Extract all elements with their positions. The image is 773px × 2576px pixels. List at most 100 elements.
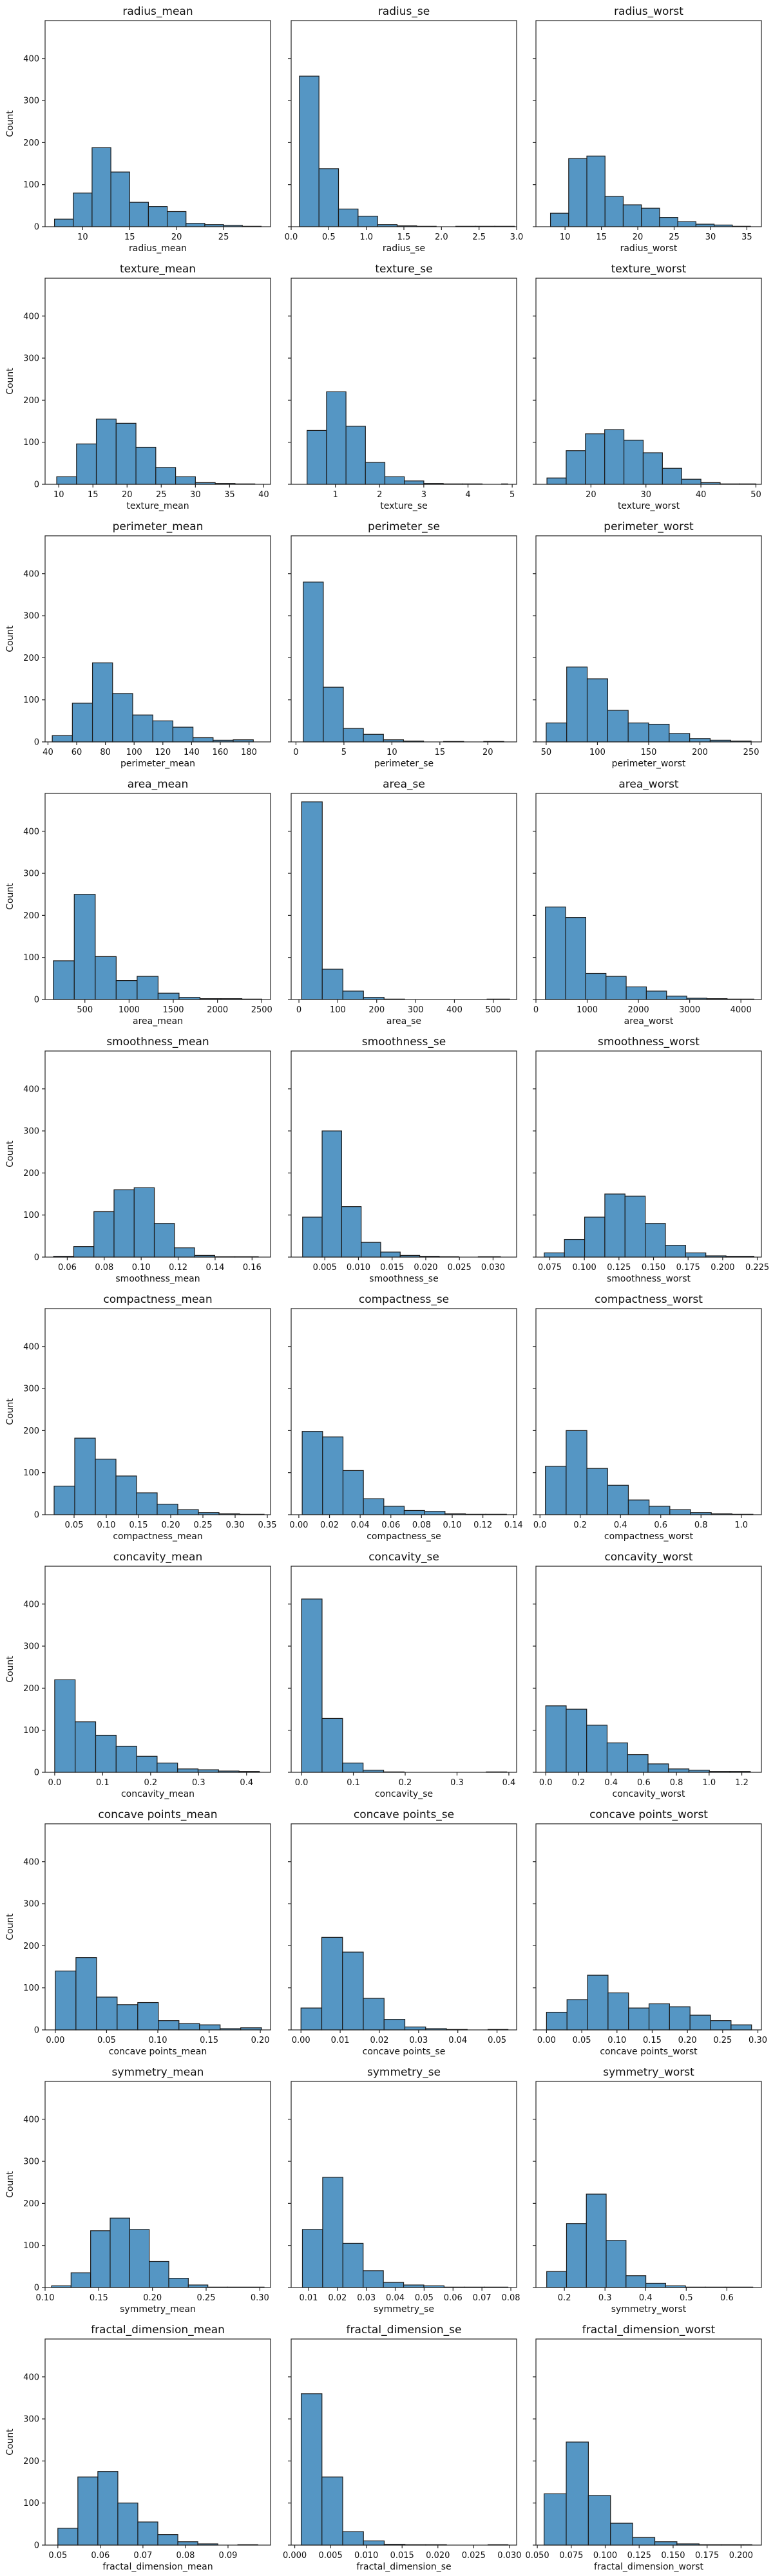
histogram-bar	[342, 1763, 364, 1773]
histogram-bar	[404, 2026, 426, 2031]
x-tick-label: 0.4	[604, 1778, 618, 1788]
x-tick-label: 20	[171, 232, 182, 242]
histogram-panel: 0.05 0.06 0.07 0.08 0.09 0 100 200 300 400 fractal…	[5, 2324, 271, 2572]
x-tick-label: 0.075	[538, 1263, 562, 1273]
histogram-bar	[321, 969, 343, 1000]
histogram-bar	[301, 1598, 323, 1773]
x-tick-label: 0.30	[749, 2036, 767, 2045]
chart-title: fractal_dimension_se	[347, 2324, 462, 2336]
x-tick-label: 2	[377, 490, 382, 500]
histogram-bar	[96, 1996, 118, 2031]
histogram-bar	[587, 2495, 611, 2546]
plot-frame	[44, 2338, 271, 2546]
histogram-bar	[546, 2271, 568, 2288]
histogram-bar	[363, 1498, 385, 1515]
x-axis-label: fractal_dimension_worst	[594, 2562, 704, 2572]
y-tick-label: 200	[23, 1942, 39, 1951]
x-tick-label: 3	[421, 490, 426, 500]
x-tick-label: 50	[541, 748, 552, 757]
y-tick-label: 300	[23, 2157, 39, 2167]
histogram-bar	[157, 1763, 178, 1773]
x-tick-label: 500	[485, 1005, 501, 1015]
x-tick-label: 3000	[679, 1005, 700, 1015]
histogram-bar	[303, 582, 324, 743]
x-tick-label: 0.20	[678, 2036, 697, 2045]
histogram-bar	[95, 1734, 117, 1773]
histogram-bar	[177, 1768, 199, 1773]
histogram-bar	[95, 419, 117, 485]
histogram-bar	[669, 733, 691, 743]
histogram-bars	[301, 2177, 509, 2288]
histogram-bar	[148, 206, 168, 227]
histogram-bar	[625, 986, 647, 1000]
histogram-bar	[55, 1970, 77, 2031]
x-tick-label: 1	[332, 490, 338, 500]
histogram-bar	[321, 2476, 343, 2546]
histogram-bar	[56, 476, 77, 485]
x-tick-label: 0.125	[627, 2551, 651, 2561]
y-tick-label: 400	[23, 1084, 39, 1094]
y-axis-label: Count	[5, 368, 15, 395]
histogram-bar	[587, 1975, 609, 2031]
x-tick-label: 100	[330, 1005, 346, 1015]
histogram-bar	[301, 1431, 323, 1515]
histogram-bar	[545, 1466, 567, 1515]
x-tick-label: 0.1	[96, 1778, 110, 1788]
y-axis-label: Count	[5, 1141, 15, 1168]
plot-frame	[291, 1823, 517, 2031]
x-tick-label: 0.005	[313, 1263, 337, 1273]
x-tick-label: 3.0	[510, 232, 524, 242]
y-tick-label: 100	[23, 1984, 39, 1993]
histogram-bar	[545, 1705, 567, 1773]
x-tick-label: 0.20	[251, 2036, 270, 2045]
y-tick-label: 100	[23, 1726, 39, 1736]
histogram-bar	[95, 1459, 117, 1515]
x-tick-label: 0.1	[347, 1778, 360, 1788]
x-tick-label: 0.030	[497, 2551, 521, 2561]
histogram-bar	[342, 1951, 364, 2031]
histogram-bar	[627, 1499, 650, 1515]
x-tick-label: 0.100	[593, 2551, 617, 2561]
x-tick-label: 0.15	[129, 1520, 148, 1530]
histogram-bar	[730, 2024, 752, 2031]
histogram-bars	[301, 801, 510, 1000]
y-tick-label: 400	[23, 312, 39, 321]
chart-title: perimeter_se	[368, 520, 440, 533]
histogram-bar	[666, 996, 687, 1000]
y-tick-label: 0	[34, 1511, 39, 1520]
histogram-bar	[53, 218, 74, 227]
histogram-bar	[342, 2531, 364, 2546]
x-tick-label: 10	[53, 490, 64, 500]
y-tick-label: 300	[23, 1127, 39, 1137]
histogram-panel: 40 60 80 100 120 140 160 180 0 100 200 300 400 perime…	[5, 520, 271, 769]
histogram-bar	[97, 2471, 119, 2546]
x-tick-label: 4	[465, 490, 470, 500]
histogram-bar	[345, 426, 366, 485]
x-tick-label: 20	[122, 490, 133, 500]
histogram-bar	[129, 2229, 150, 2288]
histogram-bar	[136, 1756, 158, 1773]
y-tick-label: 0	[34, 996, 39, 1005]
x-tick-label: 10	[560, 232, 571, 242]
histogram-bar	[91, 147, 111, 227]
x-tick-label: 80	[100, 748, 111, 757]
histogram-bars	[57, 2471, 258, 2546]
y-tick-label: 300	[23, 1900, 39, 1909]
histogram-bar	[363, 1998, 385, 2031]
x-tick-label: 0	[296, 1005, 301, 1015]
x-tick-label: 15	[435, 748, 446, 757]
histogram-panel: 10 15 20 25 0 100 200 300 400 radius_mean radius_m…	[5, 5, 271, 254]
x-tick-label: 0.02	[320, 1520, 339, 1530]
histogram-bar	[383, 1506, 405, 1515]
histogram-bar	[322, 2177, 343, 2288]
histogram-bars	[300, 1937, 509, 2031]
x-axis-label: symmetry_mean	[120, 2304, 196, 2315]
x-tick-label: 140	[184, 748, 200, 757]
histogram-bar	[565, 917, 586, 1000]
histogram-bar	[174, 1247, 195, 1258]
histogram-bar	[384, 476, 405, 485]
histogram-panel: 0 1000 2000 3000 4000 area_worst area_worst	[533, 778, 762, 1027]
histogram-bar	[606, 1742, 628, 1773]
chart-title: texture_mean	[120, 263, 196, 276]
